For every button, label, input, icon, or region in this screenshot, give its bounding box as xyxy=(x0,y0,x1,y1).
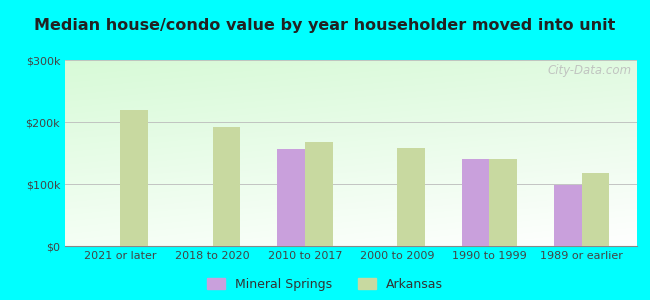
Bar xyxy=(277,149,305,246)
Bar xyxy=(582,173,609,246)
Bar xyxy=(489,159,517,246)
Bar xyxy=(305,142,333,246)
Text: City-Data.com: City-Data.com xyxy=(547,64,631,77)
Legend: Mineral Springs, Arkansas: Mineral Springs, Arkansas xyxy=(207,278,443,291)
Bar xyxy=(213,127,240,246)
Bar xyxy=(554,185,582,246)
Bar xyxy=(462,159,489,246)
Text: Median house/condo value by year householder moved into unit: Median house/condo value by year househo… xyxy=(34,18,616,33)
Bar xyxy=(120,110,148,246)
Bar xyxy=(397,148,425,246)
